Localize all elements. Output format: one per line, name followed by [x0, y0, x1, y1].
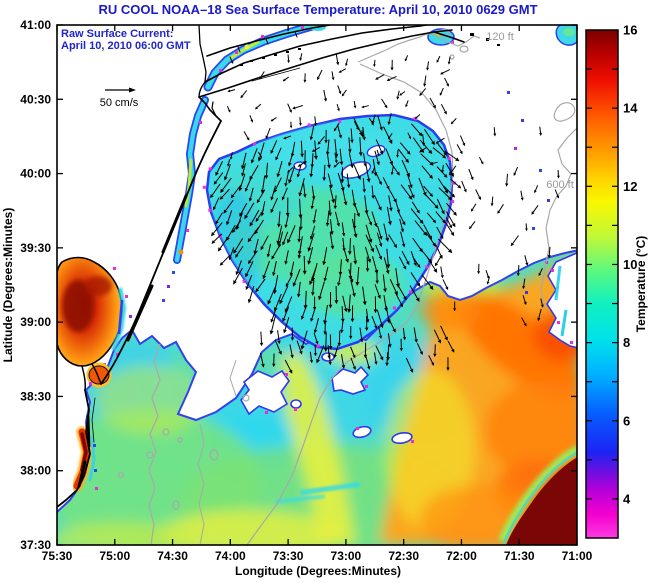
- x-tick-label: 72:30: [388, 549, 419, 563]
- x-tick-label: 72:00: [446, 549, 477, 563]
- scale-arrow-head: [129, 87, 136, 93]
- y-tick-label: 38:00: [20, 464, 51, 478]
- overlay-product-label: Raw Surface Current:: [61, 28, 173, 40]
- y-axis-title: Latitude (Degrees:Minutes): [1, 208, 15, 363]
- delaware-bay-plume: [57, 256, 132, 388]
- x-tick-label: 71:30: [504, 549, 535, 563]
- colorbar: 16 14 12 10 8 6 4 Temperature (°C): [585, 23, 648, 539]
- gulf-stream-front-band: [498, 444, 577, 543]
- overlay-time-label: April 10, 2010 06:00 GMT: [61, 40, 191, 52]
- x-tick-label: 75:00: [99, 549, 130, 563]
- depth-contours: [117, 28, 577, 545]
- colorbar-value-label: 12: [623, 179, 637, 194]
- gulf-stream-warm-core: [506, 456, 577, 545]
- depth-label-600ft: 600 ft: [546, 179, 574, 191]
- x-tick-label: 73:30: [273, 549, 304, 563]
- colorbar-value-label: 16: [623, 23, 637, 38]
- colorbar-tick-labels: 16 14 12 10 8 6 4: [623, 23, 638, 507]
- x-axis-title: Longitude (Degrees:Minutes): [235, 564, 401, 578]
- y-tick-label: 37:30: [20, 538, 51, 552]
- axis-ticks: [56, 24, 578, 546]
- plot-border: [56, 24, 578, 546]
- colorbar-value-label: 6: [623, 413, 630, 428]
- y-tick-label: 39:30: [20, 241, 51, 255]
- colorbar-value-label: 10: [623, 257, 637, 272]
- cloud-holes: [240, 352, 413, 445]
- figure-title: RU COOL NOAA–18 Sea Surface Temperature:…: [98, 2, 537, 17]
- x-tick-label: 73:00: [331, 549, 362, 563]
- colorbar-value-label: 4: [623, 491, 631, 506]
- x-tick-label: 75:30: [42, 549, 73, 563]
- depth-label-120ft: 120 ft: [486, 31, 514, 43]
- colorbar-value-label: 8: [623, 335, 630, 350]
- scale-arrow-label: 50 cm/s: [100, 97, 139, 109]
- cloud-hole-specks: [265, 373, 414, 443]
- velocity-scale: 50 cm/s: [100, 87, 139, 109]
- current-vectors-layer: [210, 53, 560, 374]
- small-islands: [240, 33, 500, 66]
- x-tick-label: 74:00: [215, 549, 246, 563]
- colorbar-ticks: [586, 68, 618, 500]
- axis-tick-labels: 75:30 75:00 74:30 74:00 73:30 73:00 72:30 72:00…: [20, 18, 592, 563]
- x-tick-label: 71:00: [562, 549, 593, 563]
- y-tick-label: 40:00: [20, 167, 51, 181]
- colorbar-gradient: [585, 29, 619, 539]
- map-content-layer: 50 cm/s Raw Surface Current: April 10, 2…: [57, 25, 577, 545]
- y-tick-label: 40:30: [20, 92, 51, 106]
- colorbar-value-label: 14: [623, 101, 638, 116]
- x-tick-label: 74:30: [157, 549, 188, 563]
- y-tick-label: 41:00: [20, 18, 51, 32]
- coastal-band-specks: [162, 26, 304, 302]
- y-tick-label: 38:30: [20, 389, 51, 403]
- colorbar-title: Temperature (°C): [634, 236, 648, 333]
- right-cloud-wedge: [546, 251, 577, 349]
- y-tick-label: 39:00: [20, 315, 51, 329]
